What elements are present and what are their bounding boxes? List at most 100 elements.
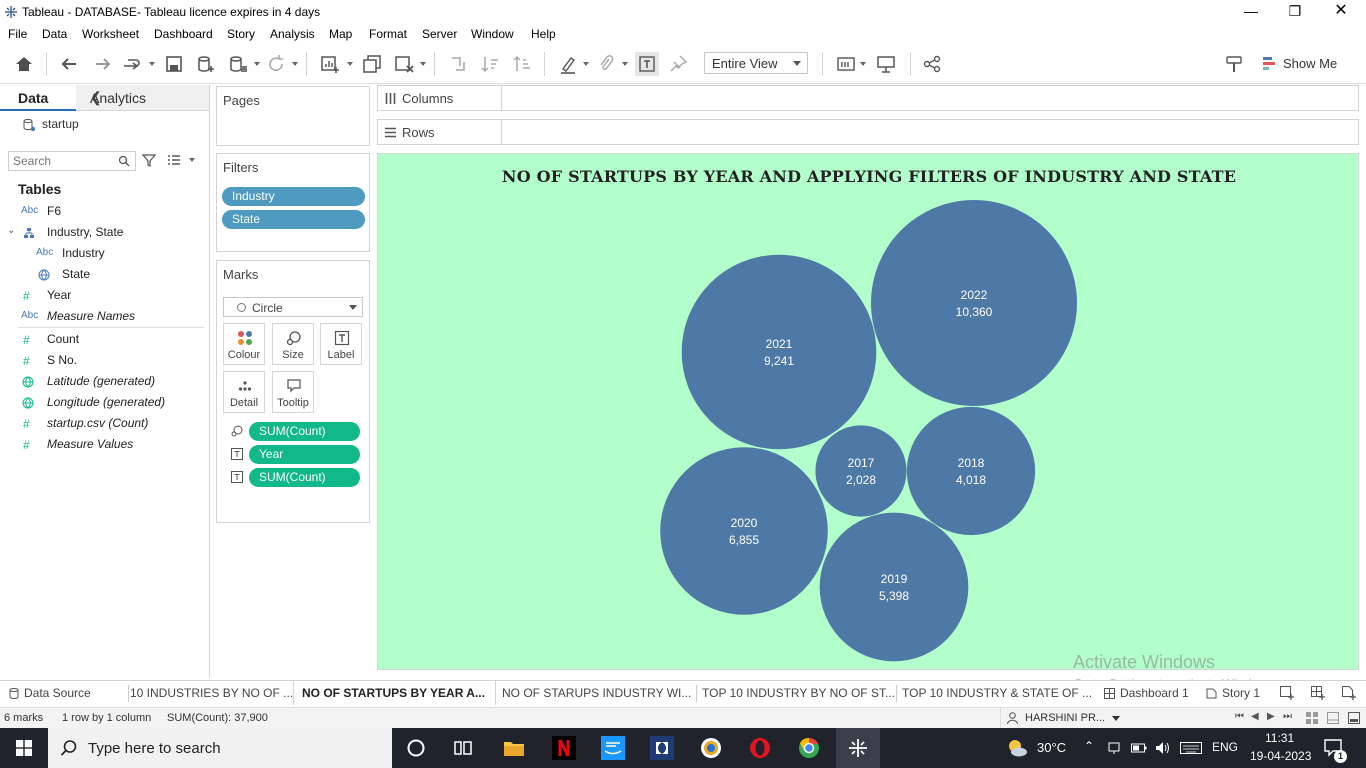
bubble-2022[interactable]: 2022 10,360 xyxy=(871,200,1077,406)
save-icon[interactable] xyxy=(162,52,186,76)
tab-sheet-2-active[interactable]: NO OF STARTUPS BY YEAR A... xyxy=(293,681,496,706)
new-story-tab-icon[interactable] xyxy=(1342,686,1356,700)
cortana-icon[interactable] xyxy=(404,736,428,760)
clock-date[interactable]: 19-04-2023 xyxy=(1250,749,1312,763)
format-painter-icon[interactable] xyxy=(1222,52,1246,76)
dolby-icon[interactable] xyxy=(650,736,674,760)
chevron-down-icon[interactable]: ⌄ xyxy=(7,225,16,236)
tab-sheet-5[interactable]: TOP 10 INDUSTRY & STATE OF ... xyxy=(902,686,1093,700)
first-sheet-icon[interactable]: ⏮ xyxy=(1235,711,1244,722)
clock-time[interactable]: 11:31 xyxy=(1265,731,1295,745)
volume-icon[interactable] xyxy=(1155,741,1171,755)
bubble-2018[interactable]: 2018 4,018 xyxy=(906,406,1036,536)
fix-axes-icon[interactable] xyxy=(666,52,690,76)
highlight-icon[interactable] xyxy=(556,52,580,76)
share-icon[interactable] xyxy=(920,52,944,76)
datasource-name[interactable]: startup xyxy=(42,117,79,131)
menu-story[interactable]: Story xyxy=(227,27,256,41)
bubble-2019[interactable]: 2019 5,398 xyxy=(819,512,969,662)
new-worksheet-tab-icon[interactable] xyxy=(1280,686,1294,700)
user-menu[interactable]: HARSHINI PR... xyxy=(1000,708,1126,728)
group-members-icon[interactable] xyxy=(594,52,618,76)
new-dashboard-tab-icon[interactable] xyxy=(1311,686,1325,700)
field-measure-names[interactable]: Abc Measure Names xyxy=(21,309,136,323)
menu-worksheet[interactable]: Worksheet xyxy=(82,27,140,41)
bubble-mark-2018[interactable] xyxy=(906,406,1036,536)
netflix-icon[interactable] xyxy=(552,736,576,760)
field-longitude[interactable]: Longitude (generated) xyxy=(0,393,209,413)
close-button[interactable]: ✕ xyxy=(1334,2,1348,19)
field-s-no[interactable]: # S No. xyxy=(23,353,78,368)
file-explorer-icon[interactable] xyxy=(502,736,526,760)
size-button[interactable]: Size xyxy=(272,323,314,365)
label-button[interactable]: Label xyxy=(320,323,362,365)
bubble-2020[interactable]: 2020 6,855 xyxy=(660,447,828,615)
browser-shield-icon[interactable] xyxy=(699,736,723,760)
bubble-chart[interactable]: 2017 2,028 2018 4,018 2019 5,398 2020 6,855 2021… xyxy=(378,154,1360,671)
chrome-icon[interactable] xyxy=(797,736,821,760)
menu-map[interactable]: Map xyxy=(329,27,353,41)
rows-shelf[interactable]: Rows xyxy=(377,119,1359,145)
taskbar-search[interactable]: Type here to search xyxy=(48,728,392,768)
sort-ascending-icon[interactable] xyxy=(478,52,502,76)
filter-pill-industry[interactable]: Industry xyxy=(222,187,365,206)
field-industry-state-hierarchy[interactable]: ⌄ Industry, State xyxy=(7,225,124,239)
columns-shelf[interactable]: Columns xyxy=(377,85,1359,111)
filmstrip-icon[interactable] xyxy=(1327,712,1339,724)
presentation-mode-icon[interactable] xyxy=(874,52,898,76)
refresh-icon[interactable] xyxy=(264,52,288,76)
field-year[interactable]: # Year xyxy=(23,288,72,303)
filter-pill-state[interactable]: State xyxy=(222,210,365,229)
sort-descending-icon[interactable] xyxy=(510,52,534,76)
notification-icon[interactable] xyxy=(1324,739,1344,757)
opera-icon[interactable] xyxy=(748,736,772,760)
view-list-icon[interactable] xyxy=(167,154,181,166)
filter-icon[interactable] xyxy=(142,153,156,167)
tab-sheet-1[interactable]: 10 INDUSTRIES BY NO OF ... xyxy=(130,686,293,700)
search-input[interactable] xyxy=(13,154,113,168)
marks-pill-label-year[interactable]: Year xyxy=(249,445,360,464)
field-state[interactable]: State xyxy=(0,265,209,285)
tab-sheet-3[interactable]: NO OF STARUPS INDUSTRY WI... xyxy=(502,686,692,700)
menu-help[interactable]: Help xyxy=(531,27,556,41)
prime-video-icon[interactable] xyxy=(601,736,625,760)
windows-start-icon[interactable] xyxy=(16,740,32,756)
tab-story-1[interactable]: Story 1 xyxy=(1203,681,1269,706)
marks-pill-size-sum-count[interactable]: SUM(Count) xyxy=(249,422,360,441)
marks-pill-label-sum-count[interactable]: SUM(Count) xyxy=(249,468,360,487)
pages-card[interactable]: Pages xyxy=(216,86,370,146)
tab-dashboard-1[interactable]: Dashboard 1 xyxy=(1101,681,1197,706)
battery-icon[interactable] xyxy=(1131,742,1147,754)
bubble-mark-2017[interactable] xyxy=(815,425,907,517)
restore-button[interactable]: ❐ xyxy=(1288,3,1302,19)
menu-format[interactable]: Format xyxy=(369,27,408,41)
menu-data[interactable]: Data xyxy=(42,27,68,41)
bubble-mark-2021[interactable] xyxy=(681,254,877,450)
home-icon[interactable] xyxy=(12,52,36,76)
bubble-mark-2022[interactable] xyxy=(871,200,1077,406)
field-measure-values[interactable]: # Measure Values xyxy=(23,437,134,452)
bubble-2017[interactable]: 2017 2,028 xyxy=(815,425,907,517)
prev-sheet-icon[interactable]: ◀ xyxy=(1251,711,1259,722)
clear-sheet-icon[interactable] xyxy=(392,52,416,76)
field-search[interactable] xyxy=(8,151,136,171)
pause-updates-icon[interactable] xyxy=(226,52,250,76)
undo-icon[interactable] xyxy=(58,52,82,76)
tab-data-source[interactable]: Data Source xyxy=(0,681,128,706)
redo-icon[interactable] xyxy=(90,52,114,76)
last-sheet-icon[interactable]: ⏭ xyxy=(1283,711,1292,722)
swap-rows-columns-icon[interactable] xyxy=(446,52,470,76)
menu-window[interactable]: Window xyxy=(471,27,514,41)
filters-card[interactable]: Filters Industry State xyxy=(216,153,370,252)
keyboard-icon[interactable] xyxy=(1180,742,1202,754)
task-view-icon[interactable] xyxy=(451,736,475,760)
show-cards-icon[interactable] xyxy=(834,52,858,76)
field-industry[interactable]: Abc Industry xyxy=(36,246,105,260)
detail-button[interactable]: Detail xyxy=(223,371,265,413)
menu-server[interactable]: Server xyxy=(422,27,458,41)
tooltip-button[interactable]: Tooltip xyxy=(272,371,314,413)
tabs-view-icon[interactable] xyxy=(1348,712,1360,724)
tab-sheet-4[interactable]: TOP 10 INDUSTRY BY NO OF ST... xyxy=(702,686,895,700)
field-latitude[interactable]: Latitude (generated) xyxy=(0,372,209,392)
bubble-mark-2019[interactable] xyxy=(819,512,969,662)
